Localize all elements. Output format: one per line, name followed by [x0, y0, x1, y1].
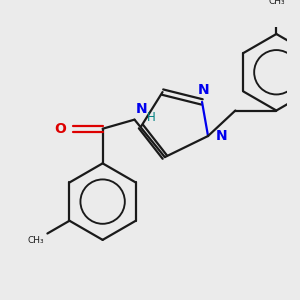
Text: H: H — [147, 111, 156, 124]
Text: N: N — [198, 83, 210, 98]
Text: O: O — [54, 122, 66, 136]
Text: N: N — [135, 102, 147, 116]
Text: N: N — [215, 129, 227, 143]
Text: CH₃: CH₃ — [268, 0, 285, 6]
Text: CH₃: CH₃ — [27, 236, 44, 245]
